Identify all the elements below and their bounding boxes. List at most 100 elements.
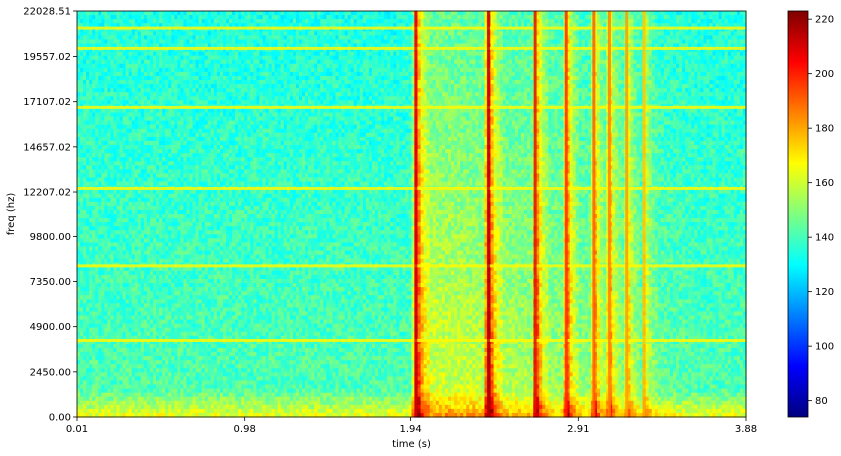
heatmap-cell <box>95 140 99 146</box>
heatmap-cell <box>165 136 169 142</box>
heatmap-cell <box>159 100 163 105</box>
heatmap-cell <box>86 35 90 41</box>
heatmap-cell <box>159 88 163 93</box>
heatmap-cell <box>80 339 84 345</box>
heatmap-cell <box>110 226 115 231</box>
heatmap-cell <box>128 59 133 65</box>
heatmap-cell <box>110 339 115 345</box>
heatmap-cell <box>180 209 185 215</box>
heatmap-cell <box>183 396 188 402</box>
heatmap-cell <box>128 39 133 45</box>
heatmap-cell <box>165 43 169 49</box>
heatmap-cell <box>104 120 109 126</box>
heatmap-cell <box>110 400 115 406</box>
heatmap-cell <box>122 283 127 288</box>
heatmap-cell <box>156 368 160 373</box>
heatmap-cell <box>153 43 157 49</box>
heatmap-cell <box>95 189 99 195</box>
heatmap-cell <box>134 67 139 73</box>
heatmap-cell <box>192 392 197 398</box>
heatmap-cell <box>140 291 145 296</box>
heatmap-cell <box>119 343 124 349</box>
heatmap-cell <box>131 193 136 199</box>
heatmap-cell <box>101 67 105 73</box>
heatmap-cell <box>165 100 169 105</box>
heatmap-cell <box>162 169 166 174</box>
heatmap-cell <box>171 226 175 231</box>
heatmap-cell <box>128 169 133 174</box>
heatmap-cell <box>104 356 109 361</box>
heatmap-cell <box>116 270 121 276</box>
heatmap-cell <box>177 283 181 288</box>
heatmap-cell <box>98 356 102 361</box>
heatmap-cell <box>153 242 157 248</box>
heatmap-cell <box>110 173 115 179</box>
heatmap-cell <box>186 327 191 333</box>
heatmap-cell <box>116 291 121 296</box>
heatmap-cell <box>104 59 109 65</box>
heatmap-cell <box>162 132 166 138</box>
heatmap-cell <box>156 327 160 333</box>
heatmap-cell <box>125 153 130 158</box>
heatmap-cell <box>134 412 139 418</box>
heatmap-cell <box>134 43 139 49</box>
heatmap-cell <box>146 128 151 134</box>
heatmap-cell <box>122 39 127 45</box>
heatmap-cell <box>168 327 172 333</box>
heatmap-cell <box>143 136 148 142</box>
heatmap-cell <box>168 384 172 390</box>
heatmap-cell <box>180 323 185 329</box>
heatmap-cell <box>177 88 181 93</box>
heatmap-cell <box>189 287 194 292</box>
heatmap-cell <box>165 11 169 16</box>
heatmap-cell <box>101 136 105 142</box>
heatmap-cell <box>159 144 163 150</box>
heatmap-cell <box>143 31 148 36</box>
heatmap-cell <box>107 327 112 333</box>
heatmap-cell <box>122 218 127 223</box>
heatmap-cell <box>101 209 105 215</box>
heatmap-cell <box>116 136 121 142</box>
heatmap-cell <box>89 396 93 402</box>
heatmap-cell <box>107 303 112 308</box>
heatmap-cell <box>95 392 99 398</box>
heatmap-cell <box>80 274 84 280</box>
heatmap-cell <box>137 84 142 89</box>
heatmap-cell <box>162 392 166 398</box>
heatmap-cell <box>192 31 197 36</box>
heatmap-cell <box>168 120 172 126</box>
heatmap-cell <box>98 331 102 337</box>
heatmap-cell <box>119 323 124 329</box>
heatmap-cell <box>192 404 197 410</box>
heatmap-cell <box>153 270 157 276</box>
heatmap-cell <box>171 254 175 260</box>
heatmap-cell <box>104 343 109 349</box>
heatmap-cell <box>122 230 127 235</box>
heatmap-cell <box>86 144 90 150</box>
heatmap-cell <box>104 412 109 418</box>
heatmap-cell <box>159 392 163 398</box>
heatmap-cell <box>195 303 200 308</box>
heatmap-cell <box>165 234 169 239</box>
heatmap-cell <box>174 307 178 313</box>
heatmap-cell <box>104 392 109 398</box>
heatmap-cell <box>134 347 139 353</box>
heatmap-cell <box>159 161 163 166</box>
heatmap-cell <box>168 51 172 57</box>
heatmap-cell <box>159 51 163 57</box>
heatmap-cell <box>174 124 178 130</box>
heatmap-cell <box>174 201 178 207</box>
heatmap-cell <box>183 169 188 174</box>
heatmap-cell <box>159 124 163 130</box>
heatmap-cell <box>80 92 84 97</box>
heatmap-cell <box>83 23 87 28</box>
heatmap-cell <box>134 323 139 329</box>
heatmap-cell <box>101 299 105 304</box>
heatmap-cell <box>119 153 124 158</box>
heatmap-cell <box>83 347 87 353</box>
heatmap-cell <box>174 327 178 333</box>
heatmap-cell <box>77 364 81 369</box>
heatmap-cell <box>165 347 169 353</box>
heatmap-cell <box>174 412 178 418</box>
heatmap-cell <box>165 412 169 418</box>
